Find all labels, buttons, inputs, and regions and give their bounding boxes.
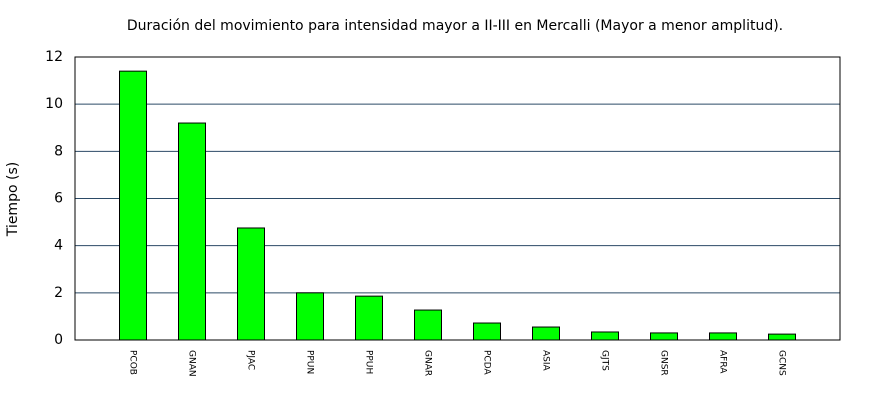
y-tick-label: 8 [54,143,63,159]
x-tick-label: PPUH [364,350,374,374]
y-axis-label: Tiempo (s) [5,162,21,237]
x-tick-label: GNAR [423,350,433,376]
bar [296,292,324,341]
bar [650,332,678,341]
bar [768,333,796,341]
bar [119,70,147,341]
chart-title: Duración del movimiento para intensidad … [127,18,783,34]
y-tick-label: 0 [54,332,63,348]
y-tick-label: 4 [54,238,63,254]
plot-frame [74,56,841,341]
bar [473,322,501,341]
x-tick-label: PCOB [128,350,138,375]
x-tick-label: GNSR [659,350,669,376]
y-tick-label: 2 [54,285,63,301]
x-tick-label: ASIA [541,350,551,372]
y-tick-label: 6 [54,191,63,207]
bar [178,122,206,341]
bar [237,227,265,341]
x-tick-label: PCDA [482,350,492,375]
bar [355,295,383,341]
x-tick-label: GNAN [187,350,197,377]
x-tick-label: GJTS [600,350,610,371]
x-tick-label: PJAC [246,350,256,370]
x-tick-label: PPUN [305,350,315,374]
x-tick-label: GCNS [777,350,787,376]
bar [591,331,619,341]
bar [532,326,560,341]
y-tick-label: 12 [45,49,63,65]
y-tick-label: 10 [45,96,63,112]
bar [709,332,737,341]
x-tick-label: AFRA [718,350,728,374]
bar [414,309,442,341]
